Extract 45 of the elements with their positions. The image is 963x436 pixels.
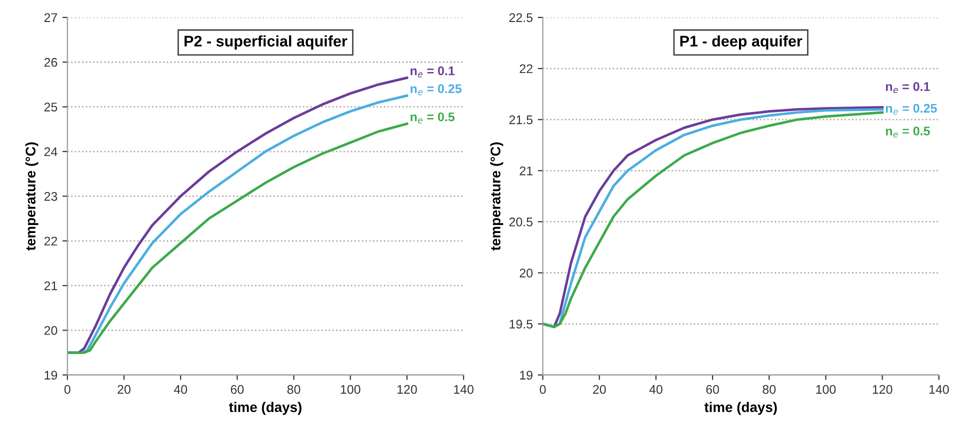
y-axis-title: temperature (°C): [25, 142, 38, 251]
series-label: n$_{e}$ = 0.5: [410, 112, 455, 124]
x-tick-label: 60: [706, 385, 720, 394]
x-tick-label: 60: [230, 385, 244, 394]
x-tick-label: 140: [454, 385, 474, 394]
y-tick-label: 25: [44, 102, 58, 112]
x-tick-label: 80: [287, 385, 300, 394]
y-tick-label: 27: [44, 13, 58, 22]
x-tick-label: 120: [397, 385, 417, 394]
y-tick-label: 21.5: [509, 115, 533, 124]
series-label: n$_{e}$ = 0.25: [886, 104, 937, 115]
y-tick-label: 22.5: [509, 13, 533, 22]
x-tick-label: 20: [593, 385, 606, 394]
text: P2 - superficial aquifer: [184, 35, 348, 50]
y-tick-label: 24: [44, 147, 58, 156]
x-tick-label: 40: [649, 385, 662, 394]
y-tick-label: 21: [44, 281, 58, 290]
x-tick-label: 0: [540, 385, 546, 394]
y-tick-label: 21: [520, 166, 532, 176]
y-tick-label: 19: [44, 370, 58, 380]
series-label: n$_{e}$ = 0.25: [410, 84, 462, 96]
y-tick-label: 23: [44, 192, 58, 201]
x-tick-label: 100: [340, 385, 360, 394]
y-tick-label: 20: [520, 268, 533, 278]
y-tick-label: 19: [520, 370, 532, 380]
series-label: n$_{e}$ = 0.5: [886, 126, 930, 138]
x-tick-label: 40: [174, 385, 188, 394]
x-tick-label: 100: [816, 385, 836, 394]
y-tick-label: 20.5: [509, 218, 533, 226]
y-tick-label: 19.5: [510, 320, 533, 329]
x-axis-title: time (days): [228, 402, 302, 415]
y-axis-title: temperature (°C): [490, 142, 504, 251]
x-tick-label: 120: [872, 385, 892, 394]
y-tick-label: 22: [520, 64, 532, 74]
y-tick-label: 26: [44, 58, 58, 67]
y-tick-label: 20: [44, 326, 58, 335]
x-tick-label: 80: [762, 385, 776, 394]
x-tick-label: 20: [118, 385, 130, 394]
series-label: n$_{e}$ = 0.1: [886, 82, 930, 94]
x-axis-title: time (days): [704, 402, 777, 415]
y-tick-label: 22: [44, 236, 58, 246]
text: P1 - deep aquifer: [680, 35, 802, 50]
series-label: n$_{e}$ = 0.1: [410, 66, 455, 78]
x-tick-label: 0: [64, 385, 70, 394]
x-tick-label: 140: [929, 385, 949, 394]
